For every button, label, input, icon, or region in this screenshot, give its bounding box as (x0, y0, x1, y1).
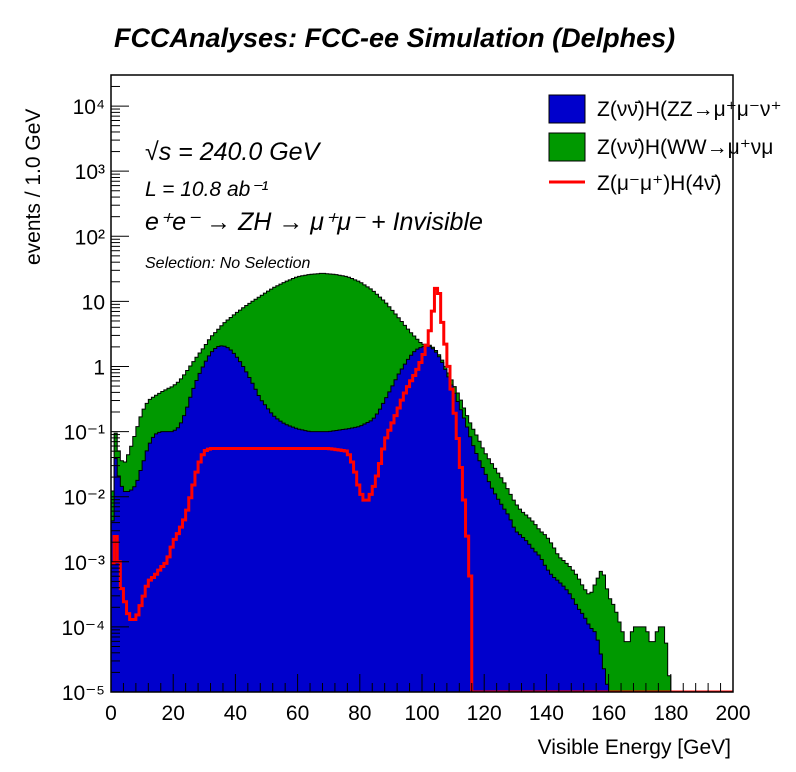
process-annotation: e⁺e⁻ → ZH → μ⁺μ⁻ + Invisible (145, 208, 483, 236)
x-tick-label: 80 (348, 702, 371, 725)
x-tick-label: 140 (529, 702, 564, 725)
selection-annotation: Selection: No Selection (145, 255, 311, 272)
histogram-layer (111, 272, 733, 692)
legend-swatch-zz (548, 94, 586, 124)
legend-label-zz: Z(νν̄)H(ZZ→μ⁺μ⁻ν⁺ (597, 98, 782, 121)
legend: Z(νν̄)H(ZZ→μ⁺μ⁻ν⁺ Z(νν̄)H(WW→μ⁺νμ Z(μ⁻μ⁺… (548, 94, 782, 195)
y-axis: 10⁻⁵ 10⁻⁴ 10⁻³ 10⁻² 10⁻¹ 1 10 10² 10³ 10⁴ (62, 74, 129, 705)
x-tick-label: 160 (591, 702, 626, 725)
y-tick-label: 10⁻² (64, 487, 105, 510)
sqrts-annotation: √s = 240.0 GeV (145, 138, 322, 166)
x-tick-label: 120 (467, 702, 502, 725)
y-axis-label: events / 1.0 GeV (22, 109, 45, 265)
x-axis-label: Visible Energy [GeV] (538, 736, 731, 759)
y-tick-label: 10⁻¹ (64, 422, 105, 445)
x-tick-label: 40 (224, 702, 247, 725)
y-tick-label: 10² (75, 226, 105, 249)
x-tick-label: 180 (653, 702, 688, 725)
y-tick-label: 10⁻⁴ (62, 617, 105, 640)
y-tick-label: 1 (93, 356, 105, 379)
legend-label-4nu: Z(μ⁻μ⁺)H(4ν̄) (597, 172, 722, 195)
y-tick-label: 10⁻³ (64, 552, 105, 575)
y-tick-label: 10 (82, 291, 105, 314)
series-0-histogram (111, 345, 733, 692)
legend-swatch-ww (548, 132, 586, 162)
x-tick-label: 200 (715, 702, 750, 725)
y-tick-label: 10⁻⁵ (62, 682, 105, 705)
x-tick-label: 60 (286, 702, 309, 725)
x-tick-label: 0 (105, 702, 117, 725)
y-tick-label: 10³ (75, 161, 105, 184)
lumi-annotation: L = 10.8 ab⁻¹ (145, 178, 268, 201)
series-2-histogram (111, 286, 733, 692)
x-tick-label: 100 (404, 702, 439, 725)
legend-label-ww: Z(νν̄)H(WW→μ⁺νμ (597, 136, 773, 159)
y-tick-label: 10⁴ (73, 96, 105, 119)
x-axis: 0 20 40 60 80 100 120 140 160 180 200 (105, 674, 751, 725)
chart-title: FCCAnalyses: FCC-ee Simulation (Delphes) (114, 23, 675, 53)
x-tick-label: 20 (162, 702, 185, 725)
